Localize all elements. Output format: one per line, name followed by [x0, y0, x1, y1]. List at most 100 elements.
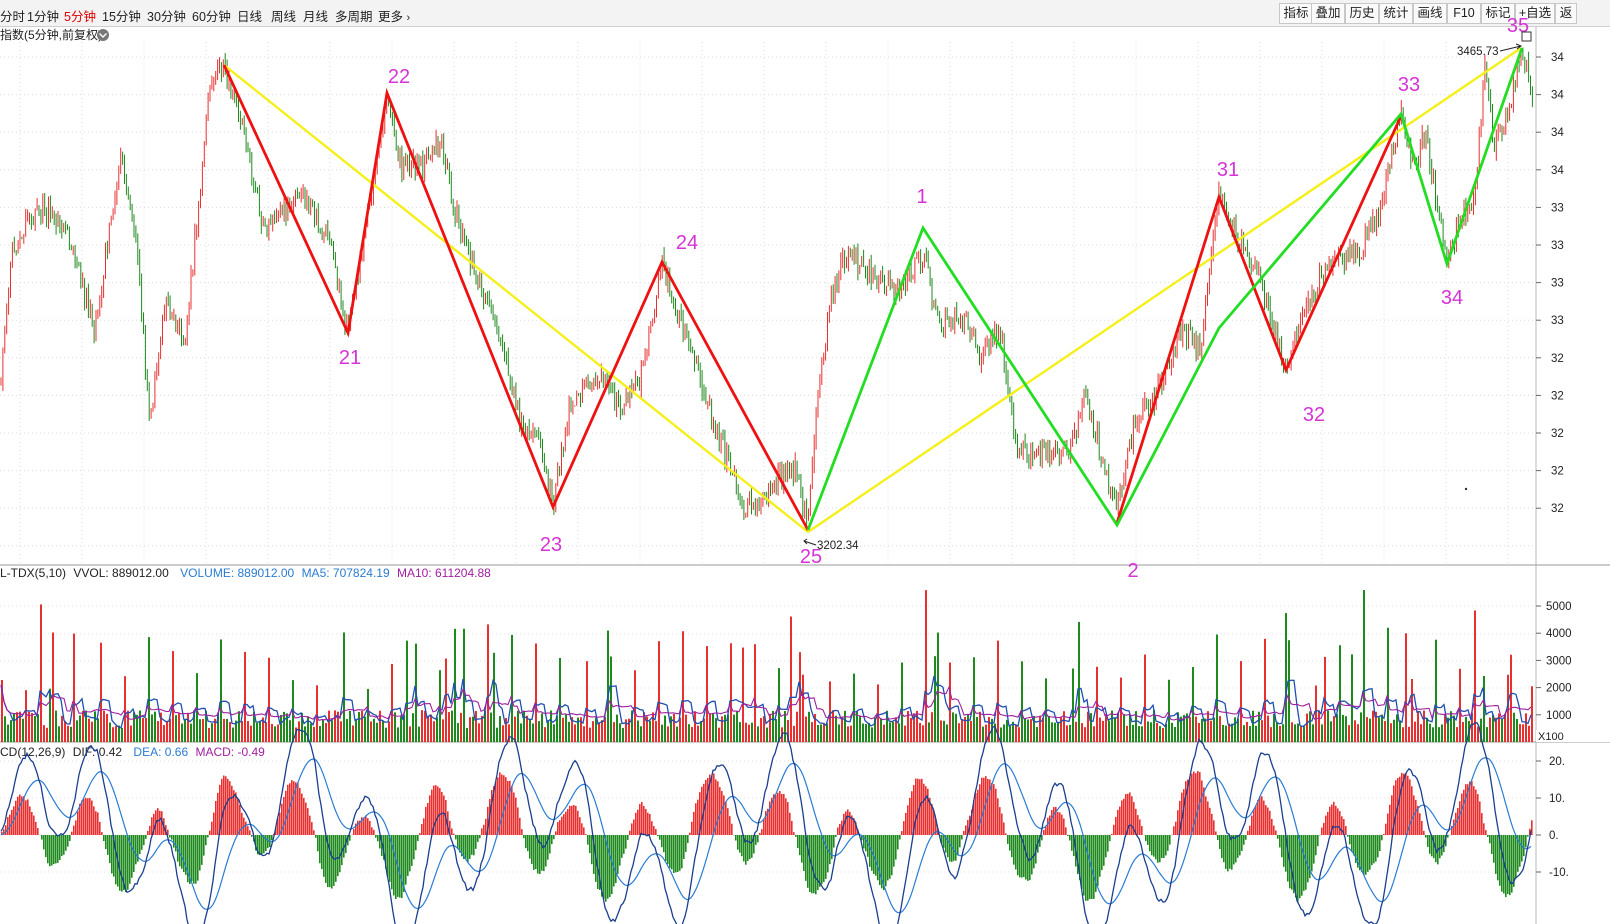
macd-bar: [1173, 826, 1175, 835]
macd-bar: [1159, 835, 1161, 863]
tool-overlay-button[interactable]: 叠加: [1311, 3, 1345, 24]
macd-bar: [1111, 833, 1113, 835]
macd-bar: [1383, 833, 1385, 835]
volume-bar: [370, 721, 372, 742]
period-multi[interactable]: 多周期: [335, 10, 373, 24]
tool-draw-button[interactable]: 画线: [1413, 3, 1447, 24]
macd-bar: [977, 789, 979, 835]
macd-bar: [1157, 835, 1159, 863]
macd-bar: [1407, 775, 1409, 835]
tool-history-button[interactable]: 历史: [1345, 3, 1379, 24]
volume-bar: [361, 710, 363, 742]
macd-bar: [275, 826, 277, 835]
volume-bar: [1411, 679, 1413, 742]
volume-bar: [565, 714, 567, 742]
macd-bar: [303, 797, 305, 835]
macd-bar: [1013, 835, 1015, 865]
macd-bar: [113, 835, 115, 877]
period-15min[interactable]: 15分钟: [102, 10, 141, 24]
macd-bar: [853, 818, 855, 835]
volume-bar: [301, 712, 303, 742]
volume-bar: [862, 723, 864, 742]
period-more[interactable]: 更多 ›: [378, 6, 410, 25]
macd-bar: [1389, 804, 1391, 835]
volume-bar: [427, 715, 429, 742]
volume-bar: [133, 712, 135, 742]
macd-bar: [1505, 835, 1507, 898]
macd-bar: [657, 835, 659, 837]
tool-watchlist-button[interactable]: +自选: [1515, 3, 1555, 24]
macd-bar: [279, 812, 281, 835]
volume-bar: [139, 710, 141, 742]
volume-bar: [574, 724, 576, 742]
macd-bar: [1123, 798, 1125, 835]
volume-bar: [1159, 726, 1161, 742]
volume-bar: [1516, 719, 1518, 742]
volume-bar: [1063, 711, 1065, 742]
macd-bar: [1195, 773, 1197, 835]
macd-bar: [1189, 777, 1191, 835]
macd-bar: [195, 835, 197, 884]
macd-bar: [125, 835, 127, 892]
volume-bar: [1141, 726, 1143, 742]
macd-bar: [877, 835, 879, 881]
macd-bar: [179, 835, 181, 867]
macd-bar: [1119, 806, 1121, 835]
volume-bar: [271, 723, 273, 742]
period-weekly[interactable]: 周线: [271, 10, 297, 24]
tool-indicator-button[interactable]: 指标: [1279, 3, 1313, 24]
volume-bar: [652, 712, 654, 742]
macd-bar: [1353, 835, 1355, 856]
macd-bar: [1269, 810, 1271, 835]
period-30min[interactable]: 30分钟: [147, 10, 186, 24]
main-y-tick-label: 33: [1551, 202, 1564, 214]
macd-bar: [355, 823, 357, 835]
macd-bar: [1041, 835, 1043, 841]
volume-bar: [412, 713, 414, 742]
period-monthly[interactable]: 月线: [303, 10, 329, 24]
volume-bar: [1291, 722, 1293, 742]
macd-panel-legend: CD(12,26,9) DIF: 0.42 DEA: 0.66 MACD: -0…: [0, 745, 265, 759]
volume-bar: [163, 725, 165, 742]
volume-bar: [787, 719, 789, 742]
volume-bar: [100, 642, 102, 742]
macd-bar: [259, 835, 261, 856]
period-60min[interactable]: 60分钟: [192, 10, 231, 24]
volume-bar: [196, 673, 198, 742]
macd-bar: [611, 835, 613, 895]
period-5min[interactable]: 5分钟: [64, 10, 96, 24]
panel-menu-icon[interactable]: [97, 29, 109, 41]
macd-bar: [205, 835, 207, 846]
volume-bar: [754, 644, 756, 742]
volume-bar: [895, 717, 897, 742]
macd-bar: [221, 778, 223, 835]
macd-bar: [423, 818, 425, 835]
volume-bar: [166, 720, 168, 742]
macd-bar: [1085, 835, 1087, 901]
volume-bar: [436, 717, 438, 742]
tool-stats-button[interactable]: 统计: [1379, 3, 1413, 24]
macd-bar: [249, 830, 251, 835]
volume-bar: [880, 718, 882, 742]
macd-bar: [747, 835, 749, 861]
macd-bar: [189, 835, 191, 884]
macd-bar: [1017, 835, 1019, 876]
macd-bar: [697, 799, 699, 835]
tool-back-button[interactable]: 返: [1555, 3, 1577, 24]
volume-bar: [970, 720, 972, 742]
macd-bar: [559, 820, 561, 835]
volume-bar: [1207, 711, 1209, 742]
macd-bar: [1339, 811, 1341, 835]
volume-bar: [382, 720, 384, 742]
tool-f10-button[interactable]: F10: [1447, 3, 1481, 24]
macd-bar: [729, 816, 731, 835]
period-daily[interactable]: 日线: [237, 10, 263, 24]
macd-bar: [963, 831, 965, 835]
macd-bar: [271, 835, 273, 841]
tool-mark-button[interactable]: 标记: [1481, 3, 1515, 24]
period-fenshi[interactable]: 分时: [0, 10, 26, 24]
volume-bar: [1498, 713, 1500, 742]
volume-bar: [1162, 727, 1164, 742]
period-1min[interactable]: 1分钟: [27, 10, 59, 24]
